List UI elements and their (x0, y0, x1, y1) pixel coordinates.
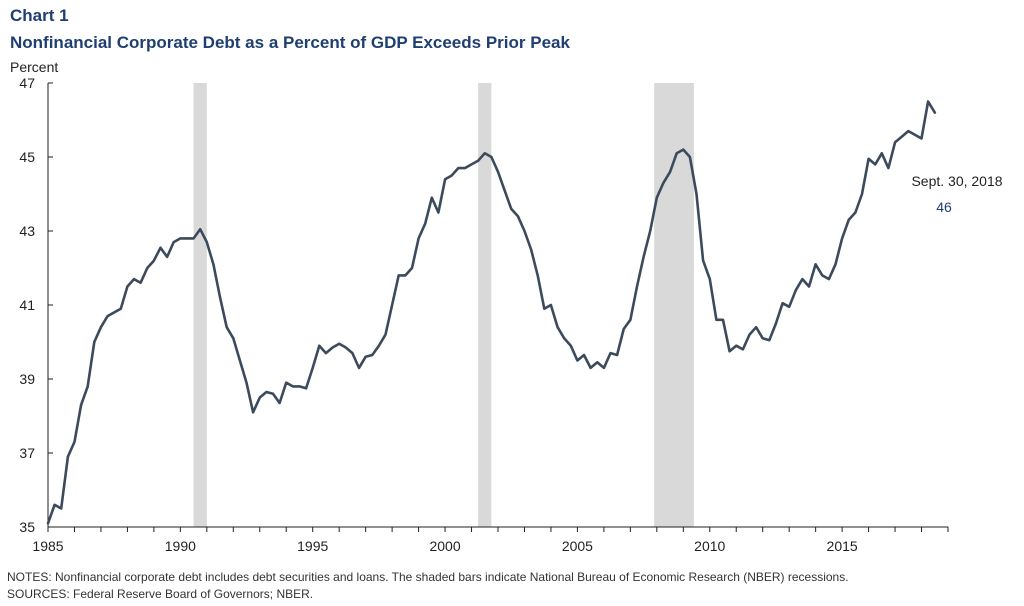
x-ticks: 1985 1990 1995 2000 2005 2010 2015 (32, 527, 949, 554)
y-tick-label-43: 43 (19, 223, 35, 239)
chart-notes: NOTES: Nonfinancial corporate debt inclu… (7, 570, 849, 584)
y-tick-label-37: 37 (19, 445, 35, 461)
x-tick-label-2010: 2010 (694, 538, 725, 554)
y-tick-label-39: 39 (19, 371, 35, 387)
x-tick-label-2015: 2015 (827, 538, 858, 554)
x-tick-label-2000: 2000 (429, 538, 460, 554)
chart: Percent 1985 1990 1995 2000 2005 2010 2015 353… (10, 59, 1003, 554)
y-ticks: 35 37 39 41 43 45 47 (19, 75, 53, 535)
chart-title: Nonfinancial Corporate Debt as a Percent… (10, 33, 570, 52)
annotation-date: Sept. 30, 2018 (911, 173, 1002, 189)
y-tick-label-47: 47 (19, 75, 35, 91)
y-tick-label-41: 41 (19, 297, 35, 313)
y-tick-label-35: 35 (19, 519, 35, 535)
debt-to-gdp-line (46, 100, 937, 525)
annotation-value: 46 (936, 199, 952, 215)
x-tick-label-1995: 1995 (297, 538, 328, 554)
x-tick-label-2005: 2005 (562, 538, 593, 554)
y-axis-title: Percent (10, 59, 58, 75)
recession-bar-3 (654, 83, 694, 527)
recession-bars (193, 83, 694, 527)
recession-bar-1 (193, 83, 207, 527)
x-tick-label-1990: 1990 (165, 538, 196, 554)
recession-bar-2 (478, 83, 492, 527)
chart-number: Chart 1 (10, 6, 69, 25)
y-tick-label-45: 45 (19, 149, 35, 165)
x-tick-label-1985: 1985 (32, 538, 63, 554)
chart-sources: SOURCES: Federal Reserve Board of Govern… (7, 587, 314, 601)
